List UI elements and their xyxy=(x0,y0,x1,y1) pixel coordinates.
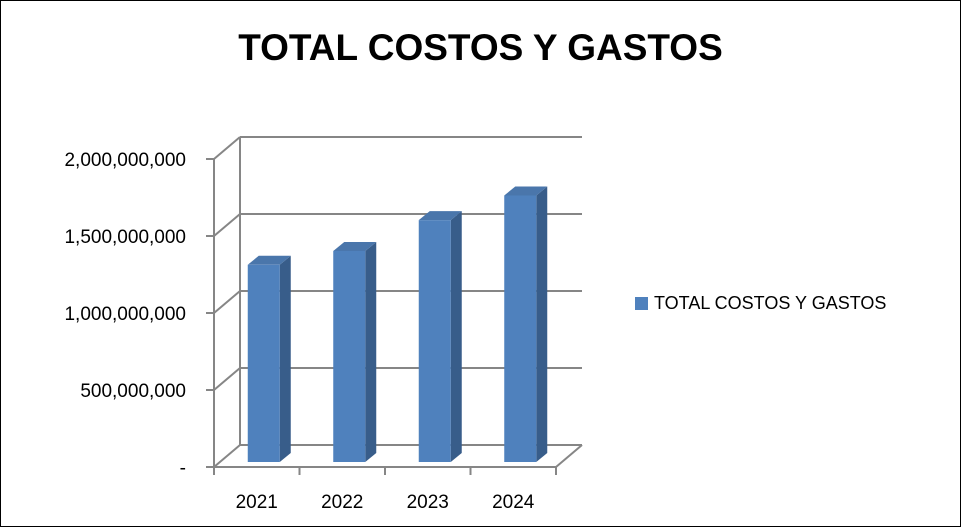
bar-side xyxy=(279,255,291,462)
bar xyxy=(504,195,537,462)
gridline-diagonal xyxy=(213,367,241,391)
x-tick-label: 2021 xyxy=(236,492,278,513)
legend-swatch xyxy=(635,297,648,310)
bar-top xyxy=(504,186,548,196)
bar-side xyxy=(365,241,377,462)
x-tick-label: 2022 xyxy=(321,492,363,513)
bar xyxy=(333,250,366,462)
gridline-diagonal xyxy=(213,213,241,237)
bar-side xyxy=(450,211,462,462)
bar-top xyxy=(418,211,462,221)
y-tick-label: 500,000,000 xyxy=(80,381,186,402)
bar-top xyxy=(247,255,291,265)
gridline-diagonal xyxy=(213,290,241,314)
bar xyxy=(247,264,280,462)
chart-title: TOTAL COSTOS Y GASTOS xyxy=(238,27,723,68)
floor-edge xyxy=(555,444,583,468)
gridline-diagonal xyxy=(213,136,241,160)
y-tick-label: 1,500,000,000 xyxy=(64,227,186,248)
y-tick-label: 2,000,000,000 xyxy=(64,150,186,171)
gridline-diagonal xyxy=(213,444,241,468)
bar xyxy=(418,220,451,462)
legend-label: TOTAL COSTOS Y GASTOS xyxy=(654,293,887,313)
bar-side xyxy=(536,186,548,462)
bar-top xyxy=(333,241,377,251)
y-tick-label: 1,000,000,000 xyxy=(64,304,186,325)
x-tick-label: 2023 xyxy=(407,492,449,513)
y-tick-label: - xyxy=(180,458,186,479)
legend: TOTAL COSTOS Y GASTOS xyxy=(635,293,886,314)
x-tick-label: 2024 xyxy=(492,492,535,513)
